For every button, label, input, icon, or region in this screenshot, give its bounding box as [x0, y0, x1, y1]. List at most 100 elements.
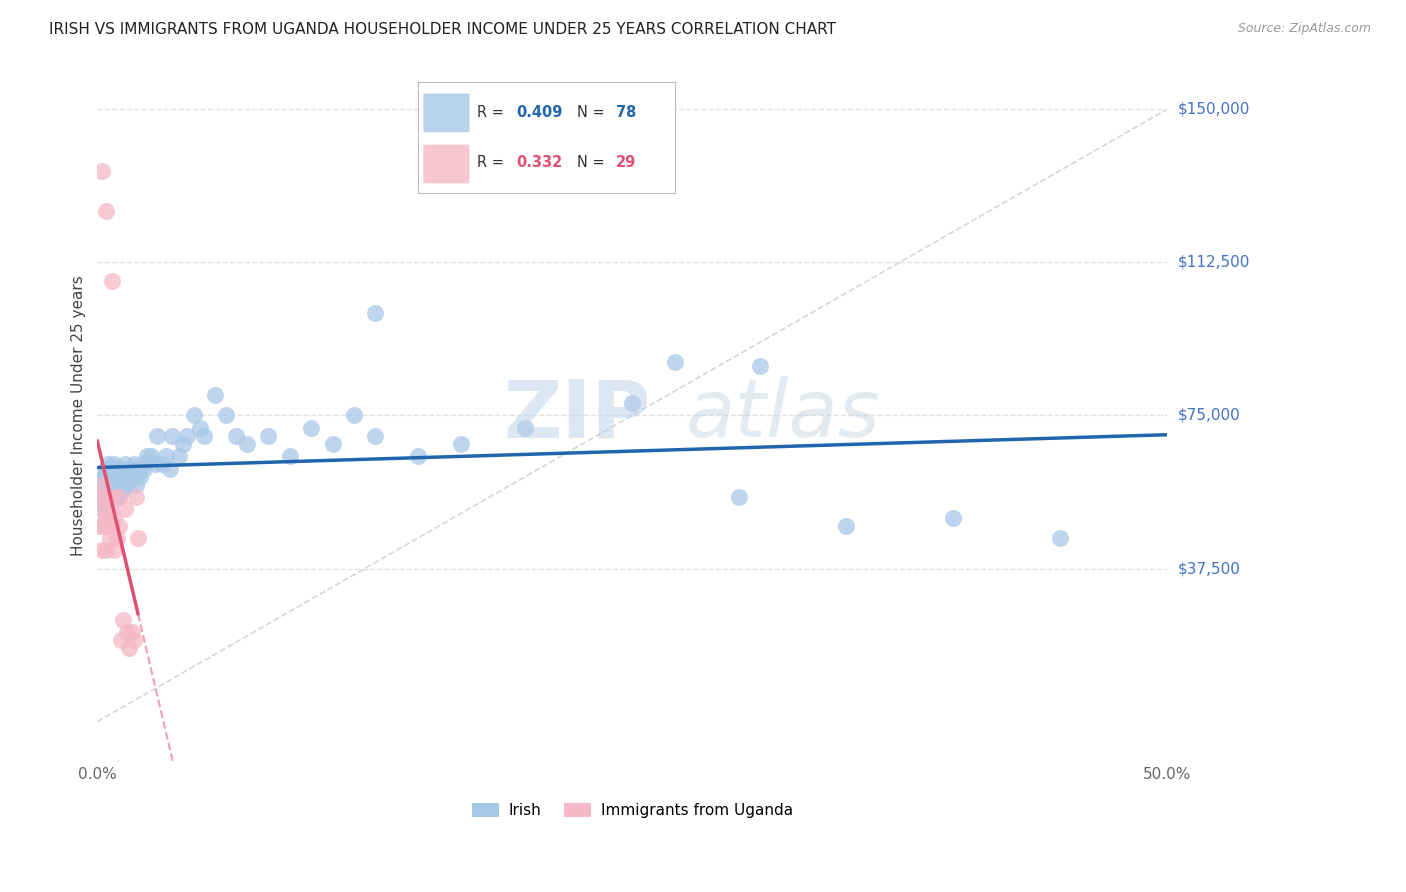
Point: [1049, 531, 1071, 545]
Point: [94, 461, 117, 475]
Point: [97, 482, 120, 496]
Point: [143, 458, 166, 472]
Point: [621, 396, 644, 410]
Point: [125, 478, 148, 492]
Text: IRISH VS IMMIGRANTS FROM UGANDA HOUSEHOLDER INCOME UNDER 25 YEARS CORRELATION CH: IRISH VS IMMIGRANTS FROM UGANDA HOUSEHOL…: [49, 22, 837, 37]
Point: [299, 421, 322, 435]
Point: [236, 437, 259, 451]
Point: [364, 306, 387, 320]
Text: $37,500: $37,500: [1178, 561, 1241, 576]
Point: [942, 510, 965, 524]
Point: [515, 421, 537, 435]
Point: [118, 641, 141, 656]
Point: [131, 458, 153, 472]
Point: [114, 478, 136, 492]
Point: [101, 461, 124, 475]
Point: [257, 429, 280, 443]
Point: [728, 490, 751, 504]
Point: [110, 478, 132, 492]
Point: [225, 429, 247, 443]
Point: [98, 502, 121, 516]
Text: $75,000: $75,000: [1178, 408, 1240, 423]
Point: [121, 469, 143, 483]
Point: [364, 429, 387, 443]
Point: [159, 461, 181, 475]
Point: [105, 486, 128, 500]
Point: [97, 490, 120, 504]
Point: [93, 490, 115, 504]
Point: [103, 543, 125, 558]
Point: [89, 518, 111, 533]
Point: [101, 518, 124, 533]
Point: [90, 543, 112, 558]
Point: [122, 632, 145, 647]
Point: [89, 478, 111, 492]
Point: [114, 458, 136, 472]
Point: [90, 478, 112, 492]
Legend: Irish, Immigrants from Uganda: Irish, Immigrants from Uganda: [465, 797, 799, 824]
Text: atlas: atlas: [686, 376, 880, 455]
Point: [101, 490, 124, 504]
Point: [97, 458, 120, 472]
Point: [215, 409, 238, 423]
Point: [110, 632, 132, 647]
Point: [89, 490, 111, 504]
Point: [93, 490, 115, 504]
Point: [193, 429, 215, 443]
Point: [146, 429, 169, 443]
Point: [278, 450, 301, 464]
Point: [127, 466, 149, 480]
Point: [139, 450, 162, 464]
Point: [121, 624, 143, 639]
Point: [94, 478, 117, 492]
Point: [111, 613, 134, 627]
Point: [107, 518, 129, 533]
Point: [172, 437, 194, 451]
Point: [90, 163, 112, 178]
Point: [122, 458, 145, 472]
Point: [93, 469, 115, 483]
Point: [90, 502, 112, 516]
Point: [117, 469, 139, 483]
Point: [94, 543, 117, 558]
Point: [89, 490, 111, 504]
Point: [134, 461, 156, 475]
Point: [101, 474, 124, 488]
Point: [135, 450, 157, 464]
Point: [93, 494, 115, 508]
Point: [664, 355, 686, 369]
Point: [322, 437, 344, 451]
Point: [103, 458, 125, 472]
Point: [97, 490, 120, 504]
Point: [101, 274, 124, 288]
Point: [406, 450, 429, 464]
Point: [118, 461, 141, 475]
Point: [835, 518, 858, 533]
Point: [127, 531, 149, 545]
Point: [167, 450, 190, 464]
Point: [90, 486, 112, 500]
Point: [98, 531, 121, 545]
Point: [110, 461, 132, 475]
Point: [150, 458, 173, 472]
Point: [107, 490, 129, 504]
Point: [111, 466, 134, 480]
Point: [176, 429, 198, 443]
Text: $150,000: $150,000: [1178, 102, 1250, 117]
Point: [97, 518, 120, 533]
Point: [97, 469, 120, 483]
Point: [93, 482, 115, 496]
Point: [129, 469, 152, 483]
Point: [98, 486, 121, 500]
Point: [105, 469, 128, 483]
Point: [450, 437, 472, 451]
Point: [98, 466, 121, 480]
Point: [125, 490, 148, 504]
Point: [343, 409, 366, 423]
Point: [749, 359, 772, 374]
Text: Source: ZipAtlas.com: Source: ZipAtlas.com: [1237, 22, 1371, 36]
Point: [160, 429, 183, 443]
Point: [155, 450, 177, 464]
Point: [94, 510, 117, 524]
Point: [107, 461, 129, 475]
